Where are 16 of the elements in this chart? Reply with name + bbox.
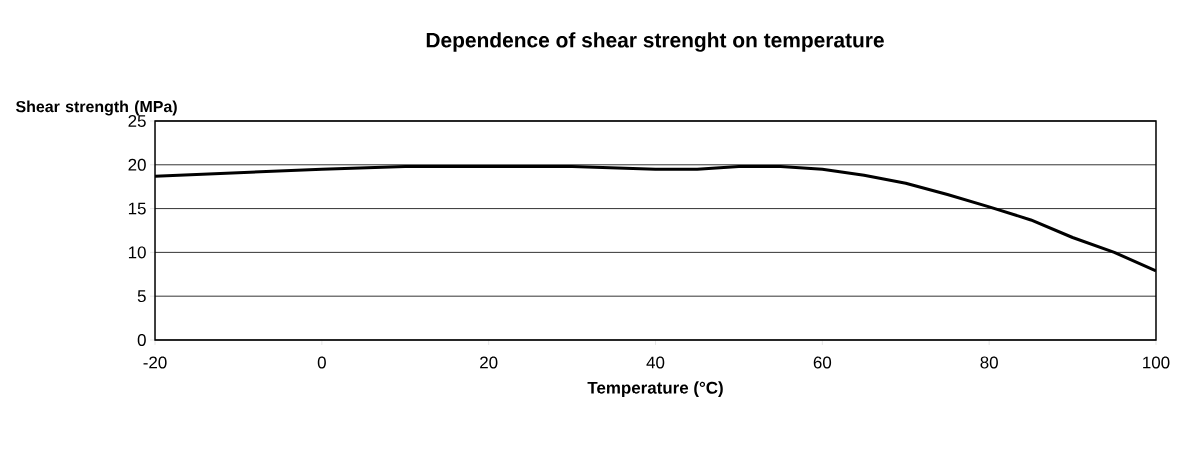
x-tick-label: 40 bbox=[646, 356, 665, 369]
y-tick-label: 20 bbox=[128, 158, 146, 171]
y-tick-label: 15 bbox=[128, 202, 146, 215]
y-tick-label: 10 bbox=[128, 246, 146, 259]
y-axis-title: Shear strength (MPa) bbox=[15, 100, 177, 116]
x-tick-label: 100 bbox=[1143, 356, 1170, 369]
x-axis-title: Temperature (°C) bbox=[587, 381, 723, 398]
x-tick-label: 80 bbox=[980, 356, 998, 369]
y-tick-label: 0 bbox=[137, 333, 146, 346]
y-tick-label: 25 bbox=[128, 114, 146, 127]
x-tick-label: 0 bbox=[317, 356, 326, 369]
x-tick-label: 20 bbox=[480, 356, 498, 369]
x-tick-label: -20 bbox=[143, 356, 167, 369]
chart-title: Dependence of shear strenght on temperature bbox=[426, 32, 884, 52]
y-tick-label: 5 bbox=[137, 290, 146, 303]
x-tick-label: 60 bbox=[813, 356, 832, 369]
